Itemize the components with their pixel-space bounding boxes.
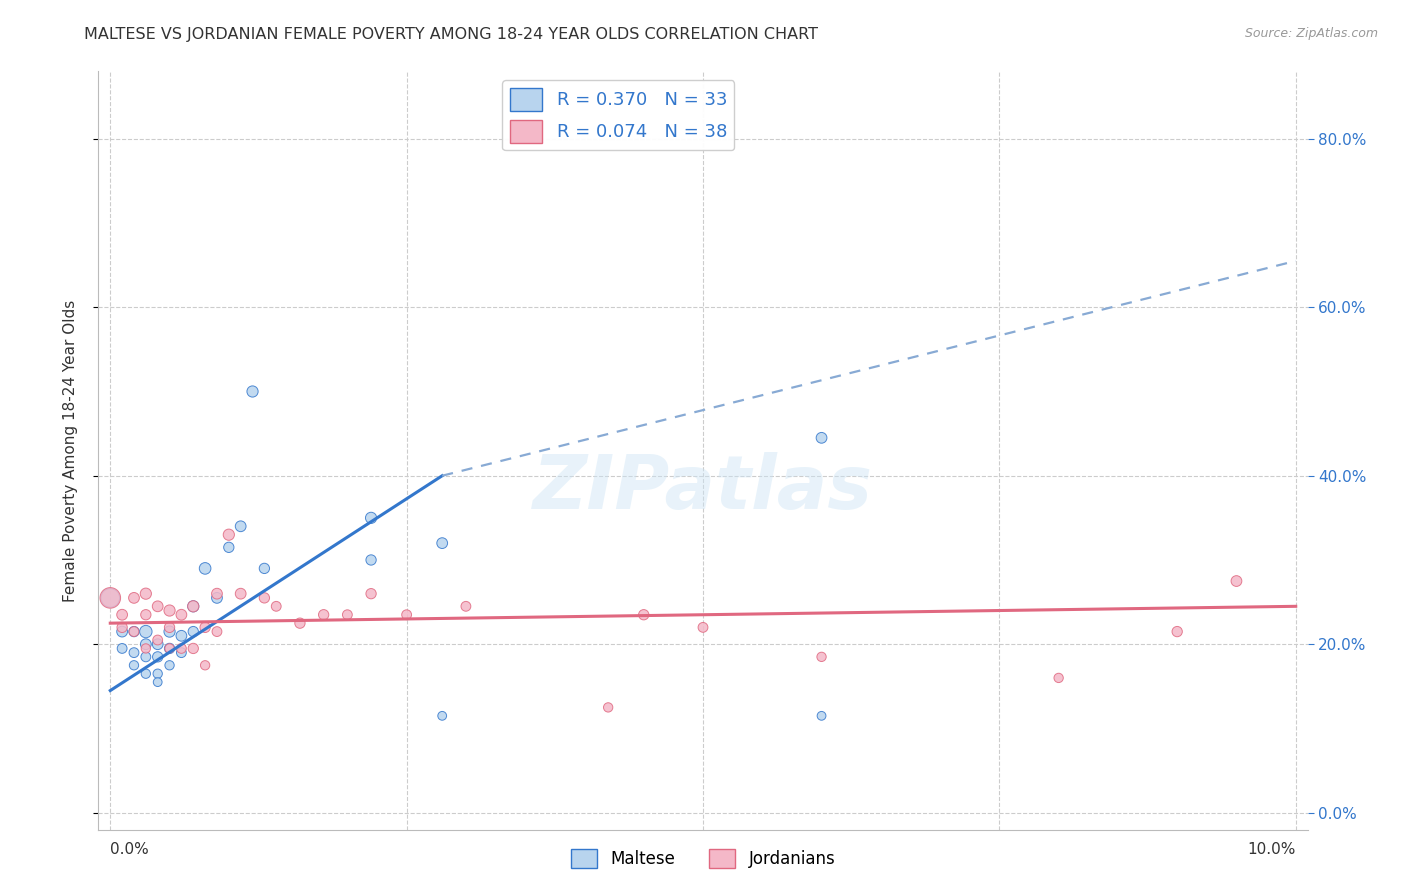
Point [122, 624, 145, 639]
Point [810, 431, 832, 445]
Point [135, 587, 157, 601]
Point [111, 620, 134, 634]
Point [264, 599, 287, 614]
Point [1166, 624, 1188, 639]
Point [194, 658, 217, 673]
Point [146, 666, 169, 681]
Point [692, 620, 714, 634]
Point [146, 633, 169, 648]
Text: Source: ZipAtlas.com: Source: ZipAtlas.com [1244, 27, 1378, 40]
Point [360, 587, 382, 601]
Point [135, 607, 157, 622]
Point [135, 649, 157, 664]
Point [159, 620, 181, 634]
Point [360, 553, 382, 567]
Point [170, 607, 193, 622]
Text: 0.0%: 0.0% [110, 842, 149, 857]
Point [229, 519, 252, 533]
Point [633, 607, 655, 622]
Point [1047, 671, 1070, 685]
Point [170, 646, 193, 660]
Point [432, 708, 454, 723]
Point [159, 641, 181, 656]
Legend: Maltese, Jordanians: Maltese, Jordanians [564, 842, 842, 875]
Point [181, 599, 204, 614]
Point [159, 603, 181, 617]
Point [253, 591, 276, 605]
Point [135, 641, 157, 656]
Point [111, 607, 134, 622]
Point [242, 384, 264, 399]
Point [432, 536, 454, 550]
Point [181, 624, 204, 639]
Text: 10.0%: 10.0% [1247, 842, 1296, 857]
Point [146, 599, 169, 614]
Point [253, 561, 276, 575]
Point [122, 658, 145, 673]
Point [336, 607, 359, 622]
Point [98, 591, 121, 605]
Point [218, 541, 240, 555]
Point [810, 708, 832, 723]
Point [598, 700, 620, 714]
Point [159, 658, 181, 673]
Point [146, 649, 169, 664]
Text: ZIPatlas: ZIPatlas [533, 452, 873, 524]
Point [122, 591, 145, 605]
Point [454, 599, 477, 614]
Point [205, 591, 228, 605]
Point [205, 624, 228, 639]
Point [205, 587, 228, 601]
Point [194, 620, 217, 634]
Point [810, 649, 832, 664]
Point [98, 591, 121, 605]
Point [170, 629, 193, 643]
Point [135, 666, 157, 681]
Point [229, 587, 252, 601]
Text: MALTESE VS JORDANIAN FEMALE POVERTY AMONG 18-24 YEAR OLDS CORRELATION CHART: MALTESE VS JORDANIAN FEMALE POVERTY AMON… [84, 27, 818, 42]
Point [111, 641, 134, 656]
Point [146, 637, 169, 651]
Point [159, 641, 181, 656]
Point [111, 624, 134, 639]
Y-axis label: Female Poverty Among 18-24 Year Olds: Female Poverty Among 18-24 Year Olds [63, 300, 77, 601]
Point [159, 624, 181, 639]
Point [135, 637, 157, 651]
Point [135, 624, 157, 639]
Point [122, 646, 145, 660]
Point [170, 641, 193, 656]
Point [395, 607, 418, 622]
Point [218, 527, 240, 541]
Legend: R = 0.370   N = 33, R = 0.074   N = 38: R = 0.370 N = 33, R = 0.074 N = 38 [502, 80, 734, 150]
Point [181, 641, 204, 656]
Point [194, 561, 217, 575]
Point [122, 624, 145, 639]
Point [360, 511, 382, 525]
Point [1225, 574, 1247, 588]
Point [288, 616, 311, 631]
Point [146, 675, 169, 690]
Point [181, 599, 204, 614]
Point [312, 607, 335, 622]
